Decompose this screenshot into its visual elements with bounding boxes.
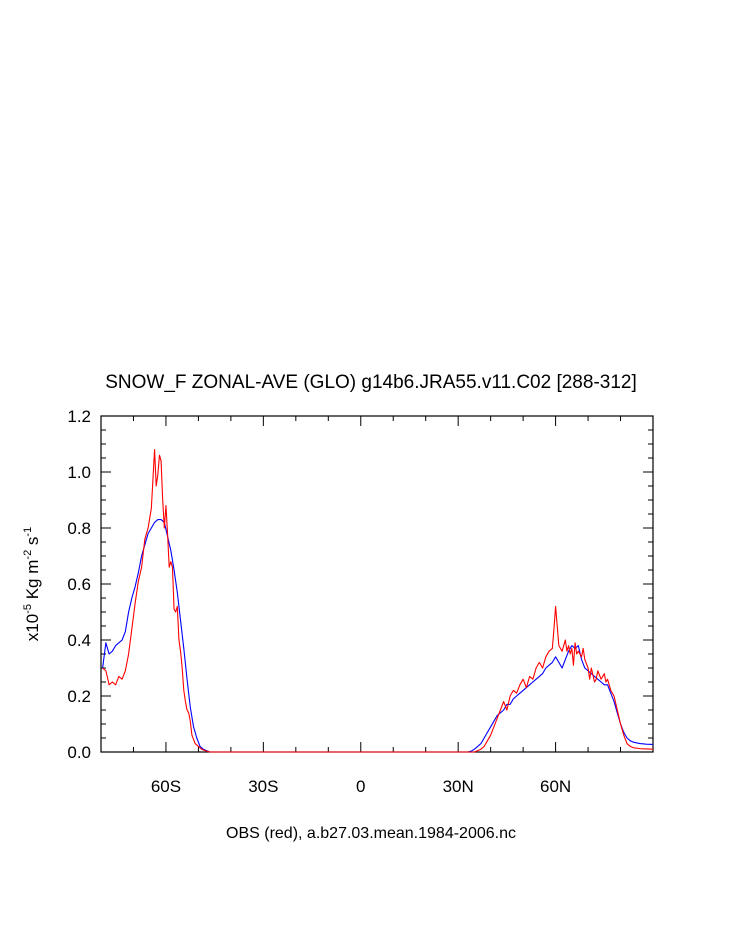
y-tick-label: 0.6	[67, 575, 91, 594]
x-tick-label: 30S	[248, 777, 278, 796]
plot-frame	[100, 415, 654, 753]
y-tick-label: 0.4	[67, 631, 91, 650]
y-tick-label: 0.2	[67, 687, 91, 706]
series-line-0	[102, 519, 654, 753]
y-tick-label: 1.0	[67, 463, 91, 482]
plot-area: 0.0 0.2 0.4 0.6 0.8 1.0 1.2 60S 30S 0 30N 60N	[67, 407, 654, 796]
x-tick-label: 30N	[443, 777, 474, 796]
y-tick-label: 0.0	[67, 743, 91, 762]
y-tick-label: 0.8	[67, 519, 91, 538]
series-layer	[102, 449, 654, 753]
x-tick-labels: 60S 30S 0 30N 60N	[151, 777, 571, 796]
tick-marks	[101, 415, 653, 753]
x-tick-label: 0	[356, 777, 365, 796]
y-axis-label: x10-5 Kg m-2 s-1	[22, 527, 42, 641]
series-line-1	[102, 449, 654, 753]
x-tick-label: 60N	[540, 777, 571, 796]
y-tick-label: 1.2	[67, 407, 91, 426]
y-tick-labels: 0.0 0.2 0.4 0.6 0.8 1.0 1.2	[67, 407, 91, 762]
chart-title: SNOW_F ZONAL-AVE (GLO) g14b6.JRA55.v11.C…	[105, 372, 637, 393]
x-axis-label: OBS (red), a.b27.03.mean.1984-2006.nc	[226, 825, 516, 842]
x-tick-label: 60S	[151, 777, 181, 796]
